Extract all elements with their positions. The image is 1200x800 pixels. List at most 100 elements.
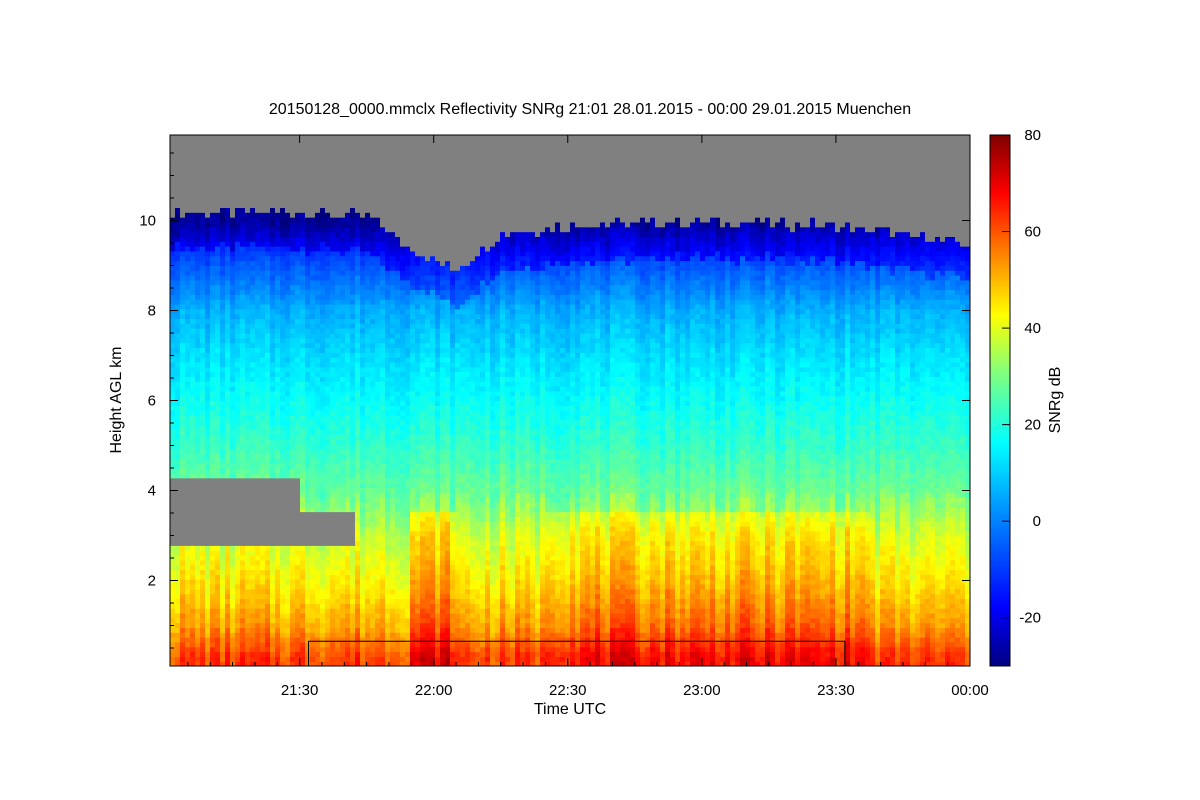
heatmap-cell [200, 217, 206, 223]
heatmap-cell [375, 366, 381, 373]
heatmap-cell [200, 627, 206, 633]
heatmap-cell [185, 497, 191, 503]
heatmap-cell [275, 323, 281, 329]
heatmap-cell [185, 217, 191, 223]
heatmap-cell [350, 168, 356, 175]
heatmap-cell [335, 250, 341, 257]
heatmap-cell [185, 588, 191, 595]
heatmap-cell [300, 656, 306, 662]
heatmap-cell [255, 217, 261, 223]
heatmap-cell [330, 299, 336, 305]
heatmap-cell [235, 545, 241, 551]
heatmap-cell [255, 178, 261, 184]
heatmap-cell [245, 497, 251, 503]
heatmap-cell [250, 255, 256, 262]
heatmap-cell [280, 588, 286, 595]
heatmap-cell [185, 265, 191, 271]
heatmap-cell [330, 308, 336, 315]
heatmap-cell [300, 501, 306, 508]
heatmap-cell [285, 588, 291, 595]
heatmap-cell [340, 337, 346, 344]
heatmap-cell [190, 260, 196, 266]
heatmap-cell [220, 371, 226, 377]
heatmap-cell [365, 627, 371, 633]
heatmap-cell [370, 501, 376, 508]
heatmap-cell [345, 202, 351, 209]
heatmap-cell [370, 352, 376, 358]
heatmap-cell [240, 463, 246, 469]
heatmap-cell [325, 289, 331, 295]
heatmap-cell [285, 270, 291, 276]
heatmap-cell [310, 159, 316, 165]
heatmap-cell [345, 405, 351, 411]
heatmap-cell [280, 347, 286, 353]
heatmap-cell [290, 443, 296, 450]
heatmap-cell [280, 526, 286, 532]
heatmap-cell [240, 347, 246, 353]
heatmap-cell [185, 332, 191, 339]
heatmap-cell [235, 376, 241, 382]
heatmap-cell [285, 188, 291, 194]
heatmap-cell [310, 579, 316, 585]
heatmap-cell [250, 482, 256, 488]
heatmap-cell [345, 608, 351, 614]
heatmap-cell [320, 149, 326, 155]
heatmap-cell [305, 603, 311, 609]
heatmap-cell [240, 183, 246, 189]
heatmap-cell [380, 221, 386, 228]
heatmap-cell [205, 472, 211, 479]
heatmap-cell [320, 386, 326, 392]
heatmap-cell [385, 381, 391, 387]
heatmap-cell [310, 390, 316, 397]
heatmap-cell [260, 622, 266, 628]
heatmap-cell [185, 347, 191, 353]
heatmap-cell [325, 453, 331, 460]
heatmap-cell [360, 521, 366, 527]
heatmap-cell [330, 352, 336, 358]
heatmap-cell [190, 289, 196, 295]
heatmap-cell [340, 608, 346, 614]
heatmap-cell [240, 511, 246, 517]
heatmap-cell [180, 646, 186, 653]
heatmap-cell [295, 443, 301, 450]
heatmap-cell [385, 323, 391, 329]
heatmap-cell [385, 661, 391, 666]
heatmap-cell [340, 646, 346, 653]
heatmap-cell [200, 328, 206, 334]
heatmap-cell [280, 207, 286, 213]
heatmap-cell [230, 241, 236, 247]
heatmap-cell [280, 255, 286, 262]
heatmap-cell [385, 463, 391, 469]
heatmap-cell [190, 641, 196, 648]
heatmap-cell [360, 516, 366, 522]
heatmap-cell [325, 448, 331, 455]
heatmap-cell [225, 516, 231, 522]
heatmap-cell [310, 468, 316, 474]
heatmap-cell [190, 154, 196, 160]
heatmap-cell [210, 226, 216, 233]
heatmap-cell [350, 352, 356, 358]
heatmap-cell [195, 352, 201, 358]
heatmap-cell [360, 270, 366, 276]
heatmap-cell [380, 255, 386, 262]
heatmap-cell [170, 656, 176, 662]
heatmap-cell [345, 535, 351, 542]
heatmap-cell [290, 472, 296, 479]
heatmap-cell [175, 183, 181, 189]
heatmap-cell [365, 395, 371, 402]
heatmap-cell [235, 144, 241, 151]
heatmap-cell [295, 168, 301, 175]
heatmap-cell [185, 656, 191, 662]
heatmap-cell [360, 579, 366, 585]
heatmap-cell [225, 332, 231, 339]
heatmap-cell [280, 627, 286, 633]
heatmap-cell [285, 260, 291, 266]
heatmap-cell [210, 139, 216, 146]
heatmap-cell [195, 637, 201, 643]
heatmap-cell [285, 197, 291, 204]
heatmap-cell [335, 342, 341, 348]
heatmap-cell [355, 482, 361, 488]
heatmap-cell [280, 535, 286, 542]
heatmap-cell [215, 443, 221, 450]
heatmap-cell [330, 366, 336, 373]
